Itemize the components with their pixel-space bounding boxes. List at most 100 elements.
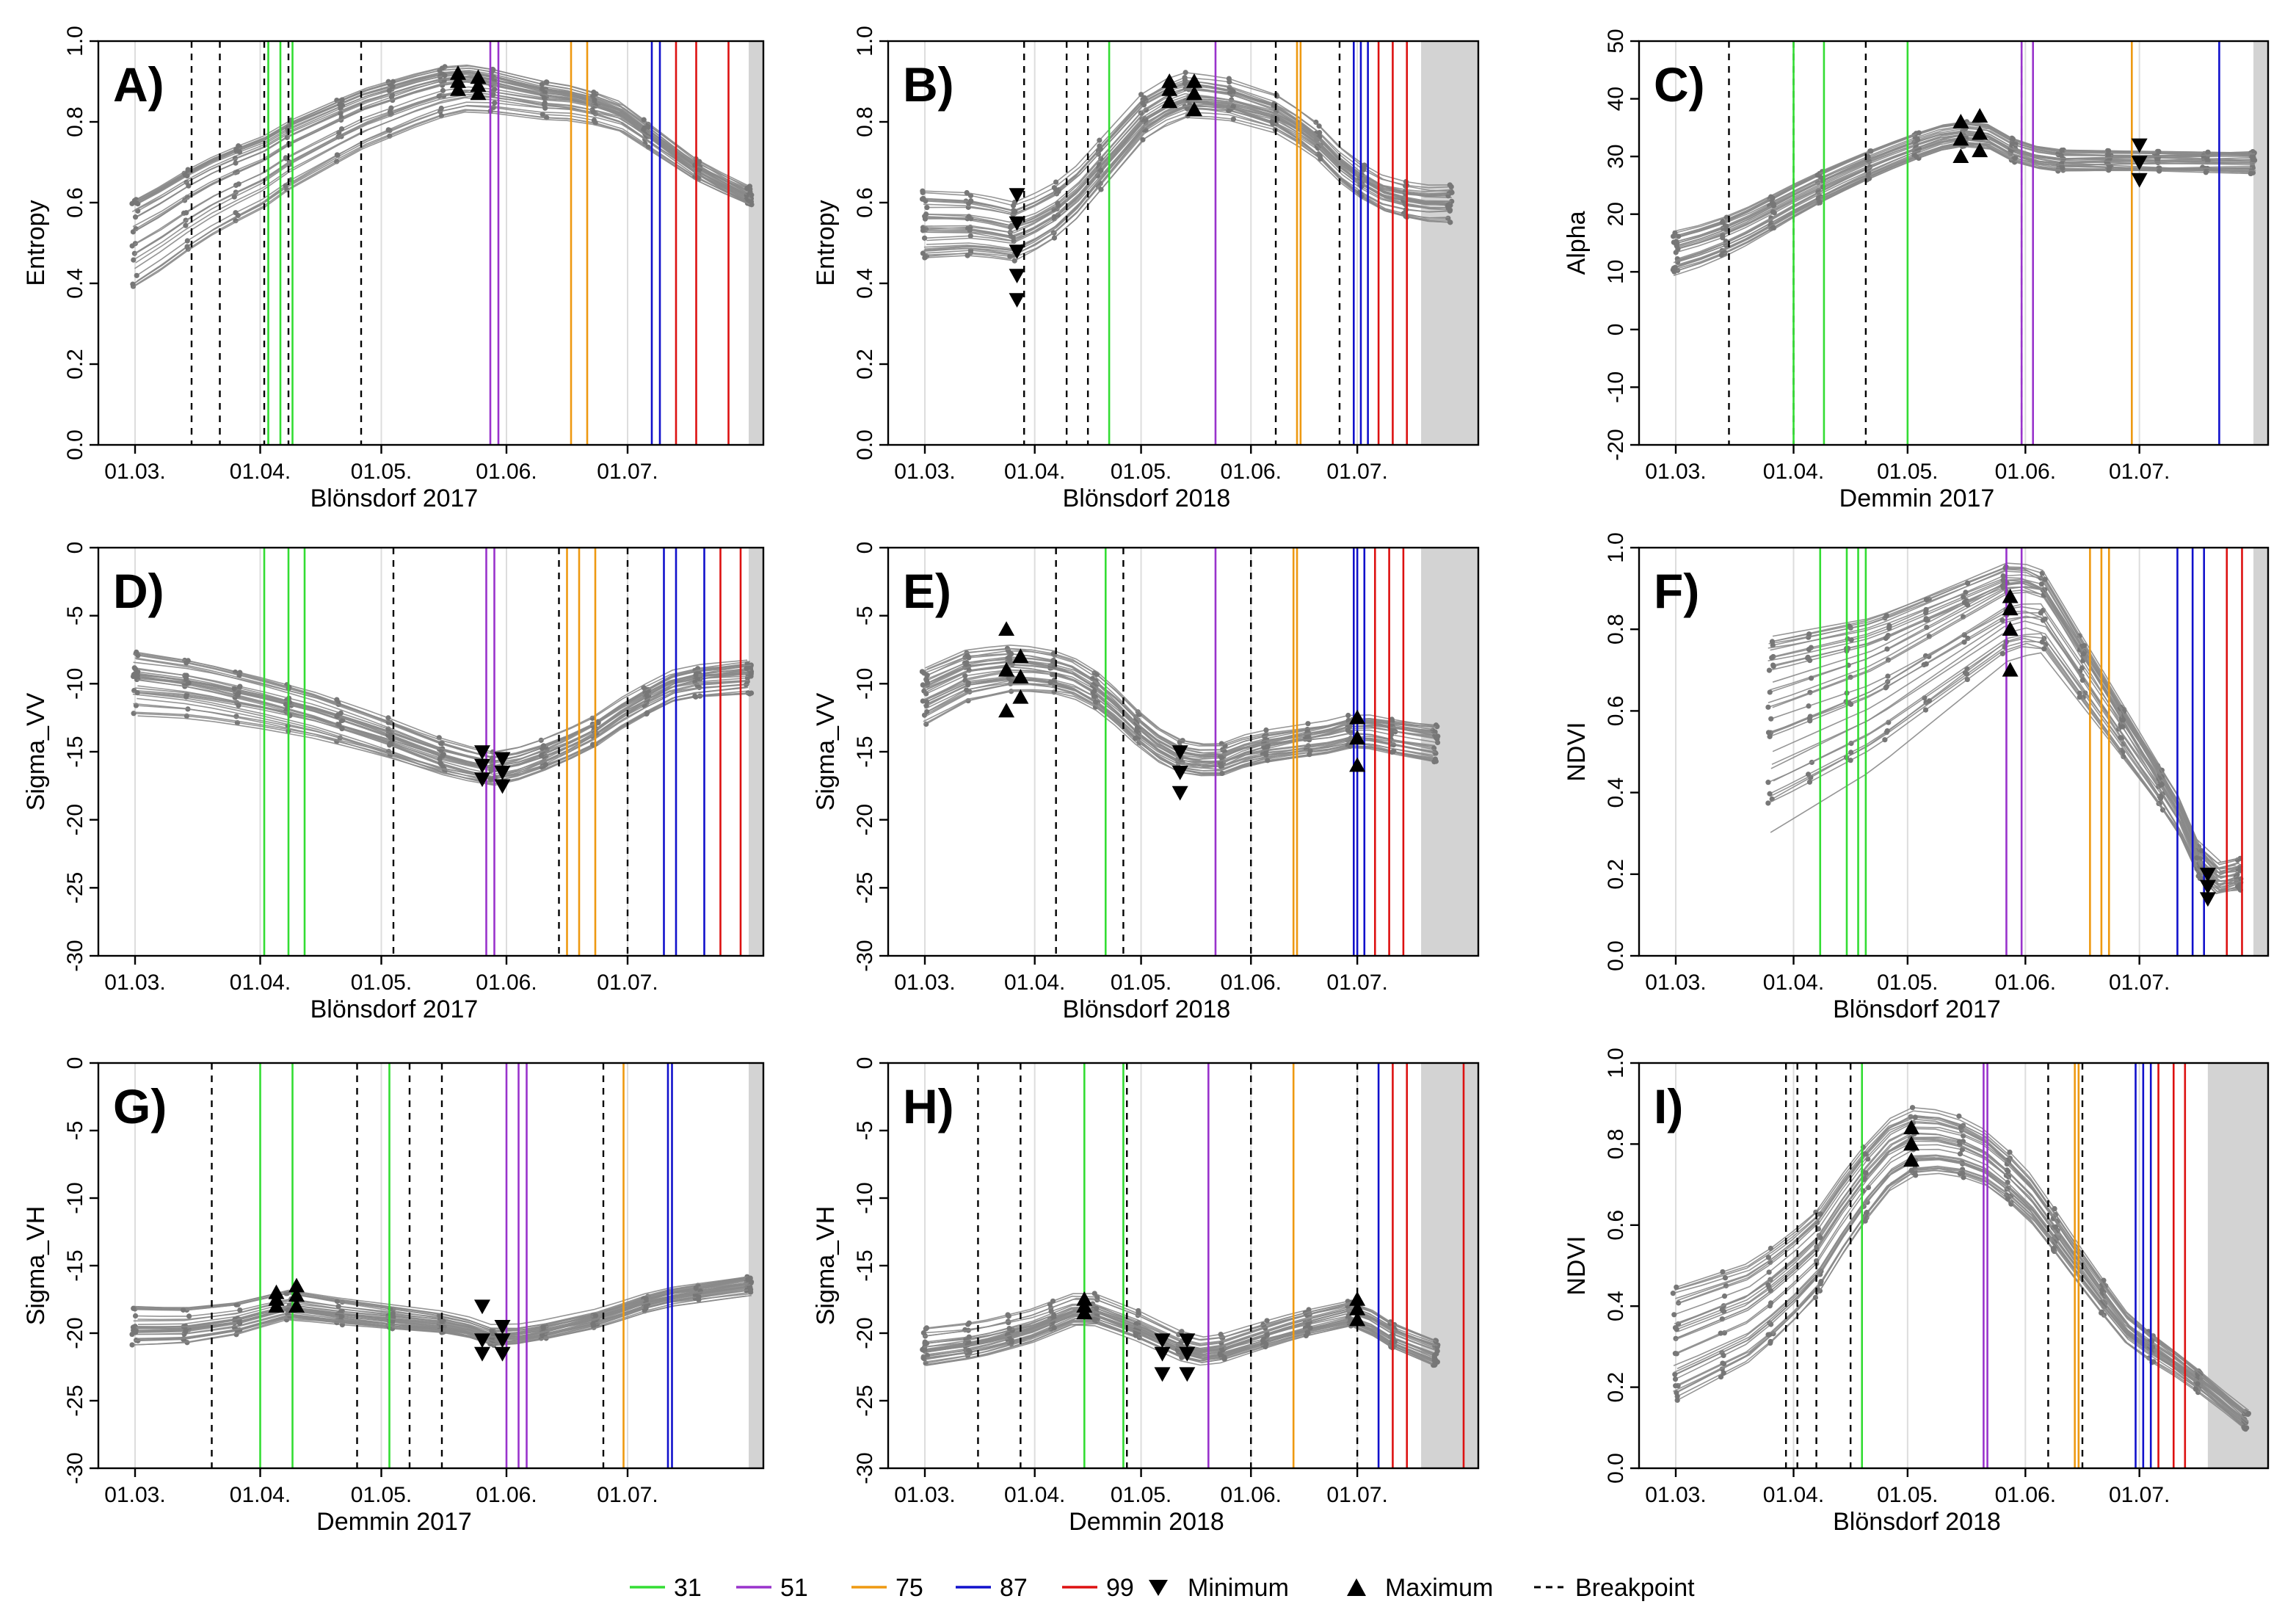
series-point [964, 189, 970, 196]
series-point [1807, 658, 1813, 664]
series-point [1670, 1291, 1676, 1296]
panel-letter: E) [903, 564, 951, 618]
series-line [1676, 1137, 2246, 1430]
series-point [388, 740, 393, 746]
series-point [1671, 233, 1676, 239]
series-point [922, 1339, 928, 1345]
series-point [923, 676, 929, 682]
chart-panel-i: 0.0 0.2 0.4 0.6 0.8 1.0 01.03. 01.04. 01.05. 01.0… [1563, 1048, 2270, 1536]
series-point [2005, 1196, 2010, 1202]
series-point [2079, 677, 2085, 683]
series-point [2050, 1246, 2057, 1252]
x-tick-label: 01.04. [1763, 971, 1824, 995]
maximum-marker [470, 85, 487, 101]
panel-letter: A) [113, 57, 164, 112]
y-axis-label: Sigma_VH [22, 1206, 50, 1326]
series-point [1674, 243, 1679, 249]
x-tick-label: 01.07. [2109, 460, 2170, 484]
x-tick-label: 01.04. [1004, 1483, 1065, 1507]
series-point [1263, 752, 1269, 758]
series-point [964, 660, 970, 666]
minimum-marker [1171, 766, 1188, 780]
series-point [1091, 1317, 1097, 1323]
series-line [1675, 1110, 2248, 1421]
series-point [231, 194, 237, 200]
series-point [1721, 1293, 1728, 1299]
maximum-marker [450, 73, 466, 88]
series-point [923, 1325, 930, 1331]
series-point [1768, 1338, 1773, 1345]
series-point [1447, 219, 1453, 225]
series-point [964, 687, 970, 693]
y-tick-label: 1.0 [1604, 1048, 1628, 1078]
y-tick-label: -5 [63, 1121, 87, 1141]
series-point [1226, 76, 1232, 81]
maximum-marker [1952, 114, 1969, 128]
series-point [440, 87, 446, 93]
y-tick-label: 0.6 [853, 187, 877, 218]
minimum-marker [1009, 216, 1025, 231]
series-point [1767, 689, 1773, 695]
maximum-marker [1349, 730, 1366, 745]
maximum-marker [288, 1277, 305, 1293]
series-point [134, 690, 140, 696]
minimum-marker [1009, 269, 1025, 283]
series-point [236, 181, 241, 187]
series-point [1719, 220, 1726, 225]
series-point [543, 79, 550, 85]
series-point [539, 81, 545, 87]
axes-frame [1638, 1062, 2270, 1470]
series-group [129, 64, 755, 289]
series-point [1094, 1305, 1100, 1311]
series-point [1433, 735, 1439, 741]
chart-panel-h: -30 -25 -20 -15 -10 -5 0 01.03. 01.04. 01.05. 01.0… [812, 1057, 1480, 1536]
series-point [390, 1318, 396, 1324]
maximum-marker [1161, 93, 1178, 109]
x-tick-label: 01.03. [104, 1483, 165, 1507]
series-point [2248, 170, 2253, 177]
series-point [183, 1329, 189, 1335]
series-point [967, 198, 974, 205]
series-point [1961, 1175, 1966, 1180]
series-line [923, 100, 1452, 230]
maximum-marker [470, 69, 487, 84]
series-point [1047, 679, 1053, 685]
maximum-marker [2002, 661, 2019, 677]
series-point [1313, 119, 1319, 126]
series-point [1347, 724, 1353, 730]
series-point [186, 1313, 192, 1319]
y-tick-label: -10 [853, 1182, 877, 1214]
series-point [2205, 149, 2211, 155]
series-point [966, 655, 972, 661]
series-line [133, 1276, 750, 1332]
series-point [2203, 170, 2209, 175]
maximum-marker [1186, 101, 1202, 117]
x-axis-label: Blönsdorf 2017 [310, 995, 479, 1023]
series-line [924, 102, 1450, 251]
y-tick-label: -20 [63, 1317, 87, 1349]
series-point [1051, 1312, 1057, 1318]
y-tick-label: -10 [1604, 371, 1628, 403]
series-point [1672, 264, 1678, 270]
series-point [1766, 667, 1773, 673]
x-tick-label: 01.03. [1645, 971, 1706, 995]
series-point [1963, 589, 1969, 595]
series-point [1672, 1376, 1679, 1382]
series-point [2041, 646, 2047, 652]
maximum-marker [450, 81, 466, 96]
legend-breakpoint-label: Breakpoint [1575, 1574, 1695, 1602]
series-point [2008, 1200, 2014, 1206]
x-tick-label: 01.07. [1326, 1483, 1387, 1507]
series-point [924, 205, 930, 211]
series-point [1718, 252, 1724, 258]
series-point [1098, 156, 1104, 162]
series-group [1670, 1105, 2251, 1432]
series-point [540, 743, 547, 749]
series-line [131, 77, 750, 213]
series-point [1814, 1258, 1820, 1264]
x-tick-label: 01.03. [104, 460, 165, 484]
series-point [1999, 583, 2005, 589]
y-tick-label: -5 [853, 606, 877, 625]
series-point [1770, 225, 1776, 231]
y-axis-label: Alpha [1563, 211, 1591, 275]
